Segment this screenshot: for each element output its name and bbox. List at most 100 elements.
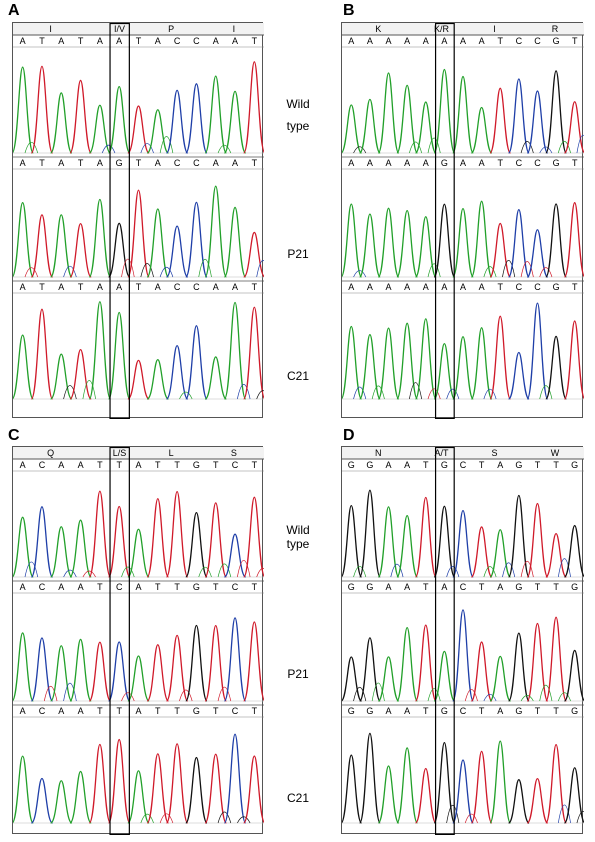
mutation-highlight-box	[109, 447, 130, 835]
trace-peak-c	[507, 351, 530, 400]
base-call-label: T	[252, 36, 258, 46]
trace-noise	[121, 566, 135, 578]
trace-peak-a	[50, 780, 73, 824]
base-call-label: A	[460, 158, 466, 168]
base-call-label: C	[116, 582, 123, 592]
trace-peak-c	[452, 510, 474, 578]
trace-peak-t	[563, 320, 584, 400]
base-call-label: A	[497, 460, 503, 470]
trace-peak-a	[146, 208, 170, 278]
trace-peak-t	[243, 61, 264, 154]
base-call-label: G	[553, 282, 560, 292]
trace-peak-a	[50, 645, 73, 702]
trace-peak-t	[563, 101, 584, 154]
trace-peak-t	[470, 750, 493, 824]
trace-peak-a	[452, 336, 474, 400]
trace-noise	[539, 385, 553, 400]
trace-noise	[427, 388, 441, 400]
base-call-label: C	[232, 460, 239, 470]
base-call-label: T	[78, 282, 84, 292]
base-call-label: T	[423, 582, 429, 592]
base-call-label: A	[479, 158, 485, 168]
base-call-label: T	[116, 706, 122, 716]
base-call-label: T	[497, 282, 503, 292]
base-call-label: T	[423, 706, 429, 716]
trace-peak-g	[507, 494, 530, 578]
trace-noise	[237, 559, 251, 578]
trace-peak-t	[30, 65, 54, 154]
trace-peak-a	[13, 755, 34, 824]
trace-peak-t	[69, 223, 92, 278]
base-call-label: A	[404, 706, 410, 716]
trace-peak-c	[526, 90, 549, 154]
base-call-label: T	[78, 36, 84, 46]
label-c21-top: C21	[286, 369, 309, 383]
base-call-label: C	[39, 460, 46, 470]
trace-peak-a	[377, 656, 400, 702]
base-call-label: A	[58, 706, 64, 716]
trace-noise	[557, 692, 571, 702]
base-call-label: T	[535, 460, 541, 470]
trace-peak-a	[13, 334, 34, 400]
trace-noise	[82, 570, 96, 578]
trace-peak-t	[414, 496, 437, 578]
trace-noise	[446, 566, 460, 578]
codon-label: I/V	[114, 24, 125, 34]
trace-peak-g	[507, 632, 530, 702]
base-call-label: T	[136, 36, 142, 46]
base-call-label: T	[39, 282, 45, 292]
chromatogram-a-svg: I I/V P IA T A T A A T A C C A A TA T A T A G T A C C A A TA T A T A A T A…	[13, 23, 264, 419]
trace-peak-c	[165, 89, 189, 154]
base-call-label: C	[516, 282, 523, 292]
trace-peak-a	[452, 75, 474, 154]
codon-label: W	[551, 448, 560, 458]
trace-peak-a	[359, 98, 381, 154]
label-wild-top: Wild	[286, 97, 310, 111]
trace-noise	[217, 563, 232, 578]
trace-peak-c	[185, 201, 208, 278]
trace-noise	[24, 267, 39, 278]
trace-peak-a	[489, 740, 512, 824]
base-call-label: A	[155, 282, 161, 292]
base-call-label: G	[571, 460, 578, 470]
base-call-label: A	[404, 282, 410, 292]
codon-label: P	[168, 24, 174, 34]
trace-peak-a	[377, 72, 400, 154]
trace-peak-t	[243, 231, 264, 278]
trace-peak-a	[359, 213, 381, 278]
trace-peak-a	[88, 198, 112, 278]
codon-label: Q	[47, 448, 54, 458]
trace-peak-t	[146, 753, 170, 824]
trace-peak-c	[165, 225, 189, 278]
chromatogram-panel-b: K K/R I R A A A A A A A A T C C G T A A A A A G A A T C C G T A A A A A A A A…	[341, 22, 584, 419]
trace-peak-t	[88, 641, 112, 702]
trace-peak-a	[359, 334, 381, 400]
trace-noise	[539, 684, 553, 702]
base-call-label: G	[366, 460, 373, 470]
base-call-label: G	[116, 158, 123, 168]
base-call-label: C	[39, 582, 46, 592]
codon-header-bg	[342, 447, 584, 459]
base-call-label: A	[58, 282, 64, 292]
base-call-label: T	[252, 282, 258, 292]
mutation-highlight-box	[434, 23, 455, 419]
trace-peak-t	[88, 490, 112, 578]
trace-peak-t	[165, 743, 189, 824]
trace-peak-c	[165, 344, 189, 400]
base-call-label: T	[213, 582, 219, 592]
base-call-label: A	[423, 158, 429, 168]
base-call-label: A	[116, 36, 122, 46]
trace-peak-a	[489, 529, 512, 578]
trace-peak-a	[433, 650, 456, 702]
base-call-label: C	[232, 582, 239, 592]
base-call-label: A	[20, 582, 26, 592]
base-call-label: A	[348, 36, 354, 46]
trace-peak-c	[223, 617, 247, 702]
base-call-label: A	[232, 158, 238, 168]
trace-peak-c	[223, 533, 247, 578]
trace-peak-t	[526, 622, 549, 702]
trace-noise	[179, 689, 193, 702]
trace-peak-t	[146, 644, 170, 702]
trace-peak-a	[414, 318, 437, 400]
trace-noise	[63, 385, 77, 400]
